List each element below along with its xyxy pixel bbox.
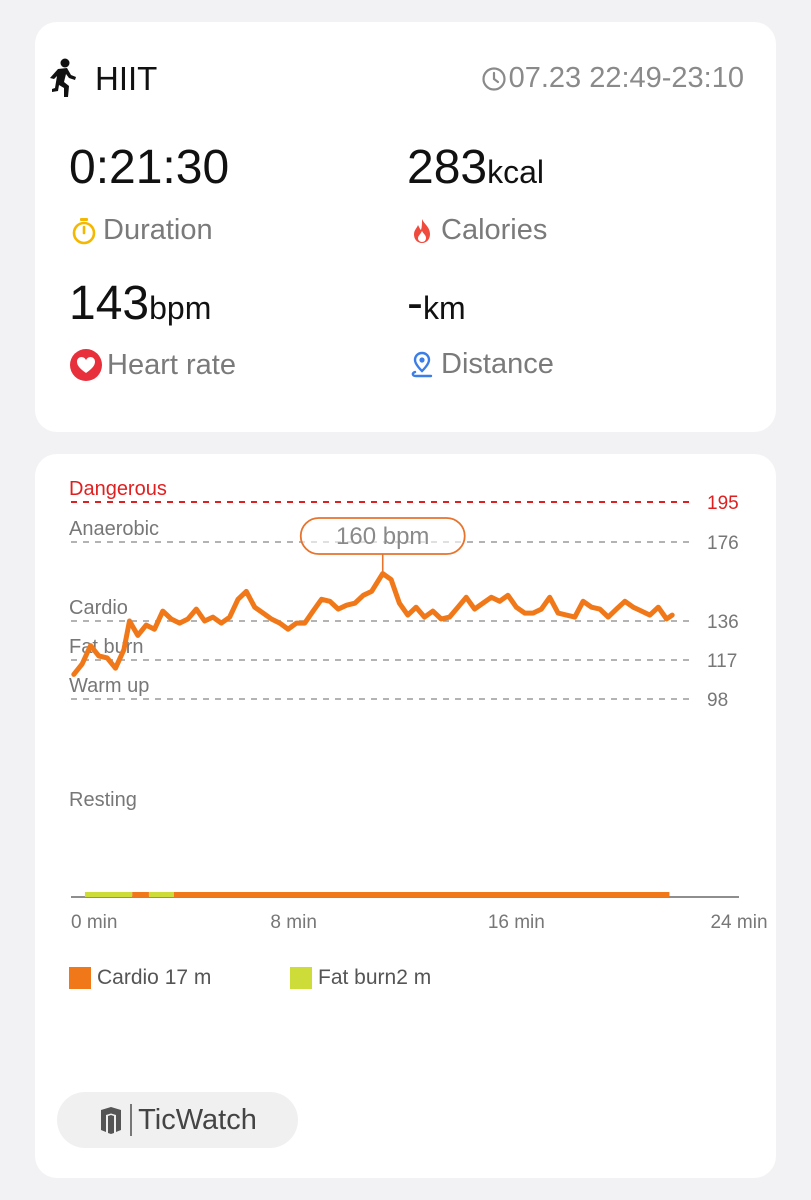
distance-number: - — [407, 277, 423, 330]
distance-unit: km — [422, 290, 466, 326]
clock-icon — [481, 66, 506, 91]
legend-label-cardio: Cardio 17 m — [97, 966, 212, 989]
heart-rate-unit: bpm — [149, 290, 212, 326]
zone-threshold-dangerous: 195 — [707, 493, 739, 514]
heart-rate-number: 143 — [69, 277, 150, 330]
x-tick-label: 0 min — [71, 912, 117, 933]
zone-bar-segment-cardio — [173, 892, 670, 897]
legend-swatch-cardio — [69, 967, 91, 989]
legend-item-fat-burn: Fat burn2 m — [290, 966, 431, 990]
legend-swatch-fat-burn — [290, 967, 312, 989]
stopwatch-icon — [72, 217, 96, 244]
distance-label: Distance — [407, 348, 554, 381]
x-tick-label: 16 min — [488, 912, 545, 933]
zone-label-fat-burn: Fat burn — [69, 636, 143, 658]
calories-number: 283 — [407, 141, 488, 194]
duration-label-text: Duration — [103, 214, 213, 246]
zone-label-resting: Resting — [69, 789, 137, 811]
zone-label-cardio: Cardio — [69, 597, 128, 619]
calories-label: Calories — [407, 214, 547, 247]
heart-rate-label: Heart rate — [69, 348, 236, 382]
distance-value: -km — [407, 280, 466, 328]
zone-bar-segment-fat-burn — [84, 892, 133, 897]
legend-item-cardio: Cardio 17 m — [69, 966, 211, 990]
zone-threshold-anaerobic: 176 — [707, 533, 739, 554]
heart-icon — [70, 349, 102, 381]
x-tick-label: 8 min — [270, 912, 316, 933]
calories-label-text: Calories — [441, 214, 548, 246]
zone-bar-segment-cardio — [132, 892, 149, 897]
running-person-icon — [50, 58, 76, 97]
flame-icon — [414, 218, 430, 243]
brand-name: TicWatch — [138, 1103, 257, 1136]
zone-threshold-fat-burn: 117 — [707, 651, 737, 672]
peak-callout-label: 160 bpm — [336, 523, 429, 550]
zone-bar-segment-fat-burn — [148, 892, 174, 897]
duration-label: Duration — [69, 214, 213, 247]
distance-label-text: Distance — [441, 348, 554, 380]
time-range: 07.23 22:49-23:10 — [481, 62, 744, 95]
duration-number: 0:21:30 — [69, 141, 230, 194]
heart-rate-chart-card: 195 Dangerous 176 Anaerobic 136 Cardio 117 Fat … — [35, 454, 776, 1178]
zone-label-anaerobic: Anaerobic — [69, 518, 159, 540]
heart-rate-line — [71, 571, 675, 677]
peak-callout-box — [299, 517, 466, 555]
zone-threshold-warm-up: 98 — [707, 690, 728, 711]
ticwatch-logo-icon — [101, 1107, 122, 1134]
calories-unit: kcal — [487, 154, 544, 190]
x-tick-label: 24 min — [710, 912, 767, 933]
duration-value: 0:21:30 — [69, 144, 229, 192]
heart-rate-label-text: Heart rate — [107, 348, 236, 381]
zone-label-dangerous: Dangerous — [69, 478, 167, 500]
heart-rate-value: 143bpm — [69, 280, 211, 328]
device-brand-badge[interactable]: TicWatch — [57, 1092, 298, 1148]
calories-value: 283kcal — [407, 144, 544, 192]
zone-threshold-cardio: 136 — [707, 612, 739, 633]
time-range-text: 07.23 22:49-23:10 — [508, 62, 744, 94]
heart-rate-chart: 195 Dangerous 176 Anaerobic 136 Cardio 117 Fat … — [69, 478, 768, 933]
workout-summary-card: HIIT 07.23 22:49-23:10 0:21:30 Duration … — [35, 22, 776, 432]
location-pin-icon — [411, 351, 433, 377]
activity-title: HIIT — [95, 60, 158, 97]
brand-separator — [130, 1104, 133, 1136]
zone-label-warm-up: Warm up — [69, 675, 149, 697]
legend-label-fat-burn: Fat burn2 m — [318, 966, 432, 989]
